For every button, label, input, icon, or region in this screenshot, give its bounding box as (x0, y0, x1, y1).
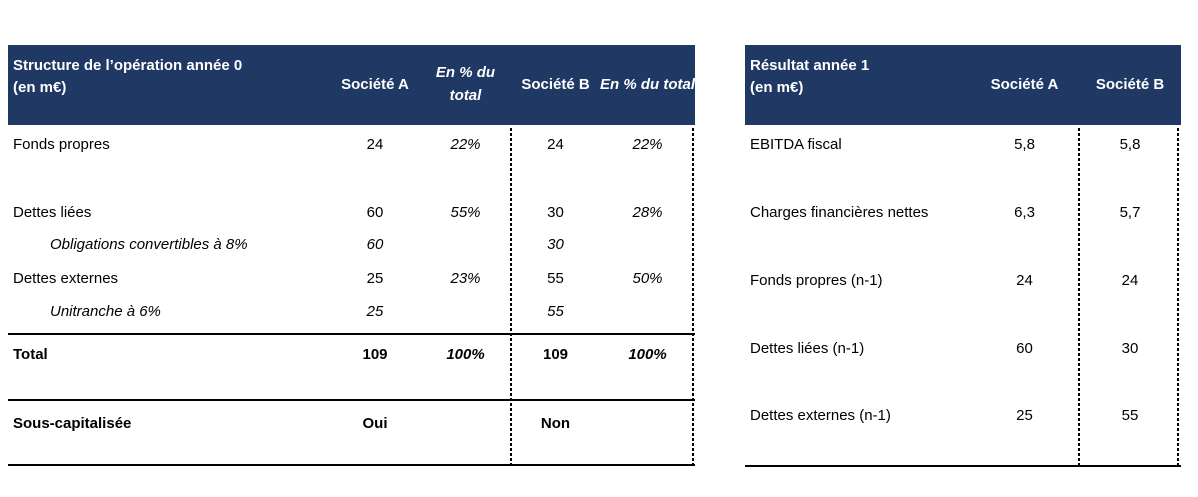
structure-table-title: Structure de l’opération année 0 (en m€) (8, 45, 330, 125)
row-label: Total (13, 346, 48, 363)
dashed-divider-right-edge (1177, 128, 1179, 465)
resultat-table-header: Résultat année 1 (en m€) Société A Socié… (745, 45, 1181, 125)
cell-pct-a: 100% (446, 346, 485, 363)
column-header-societe-a: Société A (341, 75, 409, 93)
cell-pct-b: 100% (628, 346, 667, 363)
column-header-societe-a: Société A (990, 75, 1059, 93)
cell-value-a: Oui (362, 415, 388, 432)
table-row-dettes-externes-n1: Dettes externes (n-1) 25 55 (745, 404, 1181, 428)
dashed-divider-societe-b (1078, 128, 1080, 465)
cell-value-a: 60 (1016, 340, 1033, 357)
dashed-divider-right-edge (692, 128, 694, 464)
row-label: Obligations convertibles à 8% (50, 236, 248, 253)
separator-above-flag (8, 399, 695, 401)
row-label: Dettes liées (13, 204, 92, 221)
cell-value-a: 25 (366, 303, 384, 320)
cell-value-b: 24 (547, 136, 564, 153)
cell-pct-a: 22% (450, 136, 481, 153)
cell-value-b: 5,8 (1119, 136, 1141, 153)
row-label: Sous-capitalisée (13, 415, 132, 432)
row-label: Fonds propres (13, 136, 110, 153)
cell-pct-a: 55% (450, 204, 481, 221)
cell-value-a: 25 (366, 270, 384, 287)
cell-pct-b: 28% (632, 204, 663, 221)
structure-table-title-line1: Structure de l’opération année 0 (13, 57, 243, 74)
row-label: Unitranche à 6% (50, 303, 161, 320)
resultat-table-title-line1: Résultat année 1 (750, 57, 870, 74)
table-row-obligations-convertibles: Obligations convertibles à 8% 60 30 (8, 233, 695, 257)
row-label: Fonds propres (n-1) (750, 272, 883, 289)
resultat-table: Résultat année 1 (en m€) Société A Socié… (745, 45, 1181, 467)
cell-value-a: 24 (366, 136, 384, 153)
cell-value-b: 5,7 (1119, 204, 1141, 221)
table-row-fonds-propres: Fonds propres 24 22% 24 22% (8, 133, 695, 157)
separator-above-total (8, 333, 695, 335)
table-bottom-border (8, 464, 695, 466)
cell-value-b: 109 (542, 346, 569, 363)
cell-pct-a: 23% (450, 270, 481, 287)
resultat-table-title-line2: (en m€) (750, 79, 804, 96)
cell-value-b: 30 (547, 204, 564, 221)
cell-value-b: 55 (1121, 407, 1139, 424)
dashed-divider-societe-b (510, 128, 512, 464)
table-row-charges-financieres: Charges financières nettes 6,3 5,7 (745, 201, 1181, 225)
cell-value-b: 55 (547, 303, 564, 320)
column-header-societe-b: Société B (1095, 75, 1165, 93)
table-row-unitranche: Unitranche à 6% 25 55 (8, 300, 695, 324)
table-row-dettes-liees-n1: Dettes liées (n-1) 60 30 (745, 337, 1181, 361)
resultat-table-title: Résultat année 1 (en m€) (745, 45, 970, 125)
table-row-total: Total 109 100% 109 100% (8, 343, 695, 367)
structure-table-title-line2: (en m€) (13, 79, 67, 96)
row-label: EBITDA fiscal (750, 136, 842, 153)
cell-value-b: 30 (1121, 340, 1139, 357)
cell-value-a: 109 (362, 346, 388, 363)
cell-value-b: 55 (547, 270, 564, 287)
cell-value-b: Non (540, 415, 571, 432)
cell-value-a: 24 (1016, 272, 1033, 289)
cell-pct-b: 22% (632, 136, 663, 153)
table-row-ebitda-fiscal: EBITDA fiscal 5,8 5,8 (745, 133, 1181, 157)
cell-value-b: 30 (547, 236, 564, 253)
cell-value-a: 60 (366, 204, 384, 221)
table-row-fonds-propres-n1: Fonds propres (n-1) 24 24 (745, 269, 1181, 293)
column-header-pct-a: En % du total (435, 64, 496, 104)
cell-value-a: 5,8 (1014, 136, 1035, 153)
cell-value-b: 24 (1121, 272, 1139, 289)
structure-operation-table: Structure de l’opération année 0 (en m€)… (8, 45, 695, 466)
column-header-pct-b: En % du total (600, 75, 695, 93)
cell-value-a: 60 (366, 236, 384, 253)
cell-pct-b: 50% (632, 270, 663, 287)
table-bottom-border (745, 465, 1181, 467)
row-label: Dettes externes (n-1) (750, 407, 891, 424)
table-row-dettes-liees: Dettes liées 60 55% 30 28% (8, 201, 695, 225)
row-label: Dettes externes (13, 270, 119, 287)
structure-table-header: Structure de l’opération année 0 (en m€)… (8, 45, 695, 125)
column-header-societe-b: Société B (521, 75, 590, 93)
table-row-dettes-externes: Dettes externes 25 23% 55 50% (8, 267, 695, 291)
row-label: Charges financières nettes (750, 204, 929, 221)
row-label: Dettes liées (n-1) (750, 340, 865, 357)
cell-value-a: 25 (1016, 407, 1033, 424)
table-row-sous-capitalisee: Sous-capitalisée Oui Non (8, 412, 695, 436)
cell-value-a: 6,3 (1014, 204, 1035, 221)
